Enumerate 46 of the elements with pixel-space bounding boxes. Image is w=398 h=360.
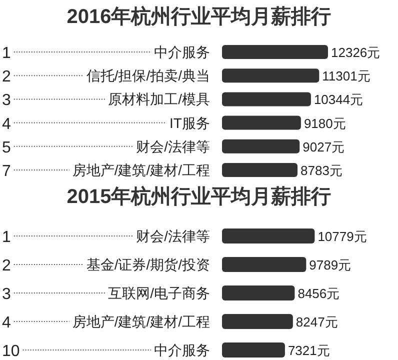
data-label: 8456元 — [298, 286, 340, 301]
bar — [222, 228, 315, 244]
bar — [222, 342, 285, 358]
y-tick-label: 财会/法律等 — [136, 228, 210, 244]
y-tick-label: 基金/证券/期货/投资 — [86, 256, 210, 272]
y-tick-label: 房地产/建筑/建材/工程 — [72, 314, 210, 330]
text: 4 — [2, 314, 11, 332]
bar — [222, 116, 301, 130]
text: 1 — [2, 45, 11, 62]
bar — [222, 68, 320, 83]
bar — [222, 257, 306, 272]
text: 1 — [2, 229, 11, 246]
text: 2 — [2, 258, 11, 274]
bar — [222, 139, 300, 154]
bar — [222, 92, 311, 106]
text: 3 — [2, 286, 11, 303]
data-label: 8247元 — [296, 314, 338, 330]
y-tick-label: 中介服务 — [154, 44, 210, 60]
y-tick-label: 互联网/电子商务 — [108, 285, 210, 301]
chart-title: 2015年杭州行业平均月薪排行 — [66, 185, 332, 208]
y-tick-label: 房地产/建筑/建材/工程 — [72, 162, 210, 178]
data-label: 9180元 — [304, 116, 346, 131]
y-tick-label: IT服务 — [170, 114, 210, 131]
data-label: 9789元 — [309, 258, 352, 272]
bar — [222, 286, 295, 300]
data-label: 8783元 — [300, 163, 342, 178]
data-label: 11301元 — [322, 68, 370, 84]
y-tick-label: 原材料加工/模具 — [108, 91, 210, 108]
data-label: 7321元 — [288, 343, 330, 358]
y-tick-label: 财会/法律等 — [136, 138, 210, 154]
text: 3 — [2, 92, 11, 110]
text: 10 — [2, 343, 20, 360]
text: 4 — [2, 116, 11, 133]
chart-title: 2016年杭州行业平均月薪排行 — [66, 5, 332, 28]
text: 7 — [2, 163, 11, 180]
data-label: 9027元 — [302, 139, 345, 154]
data-label: 10344元 — [314, 92, 364, 108]
data-label: 10779元 — [318, 229, 367, 244]
data-label: 12326元 — [331, 45, 380, 60]
text: 5 — [2, 139, 11, 156]
y-tick-label: 信托/担保/拍卖/典当 — [86, 68, 210, 84]
bar — [222, 45, 328, 59]
bar — [222, 314, 293, 329]
text: 2 — [2, 68, 11, 86]
bar — [222, 163, 298, 177]
y-tick-label: 中介服务 — [154, 342, 210, 358]
